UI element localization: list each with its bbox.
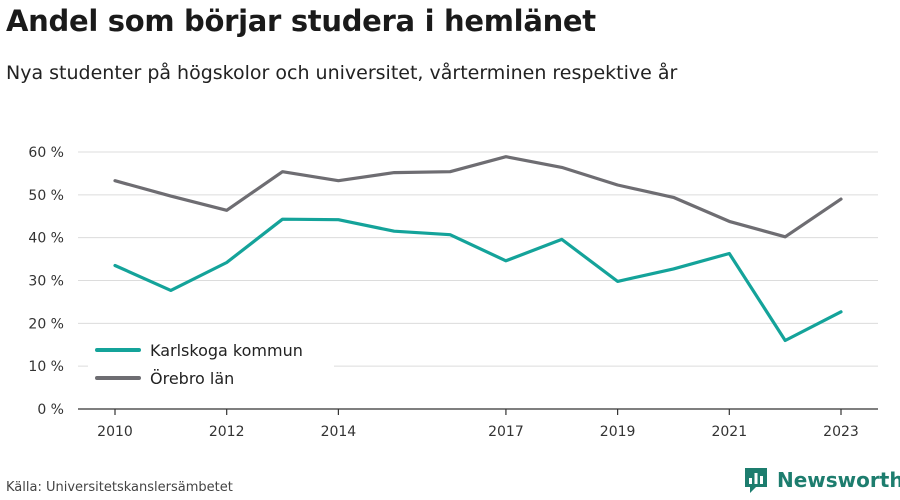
x-tick-label: 2023: [823, 424, 859, 440]
legend: Karlskoga kommun Örebro län: [88, 335, 334, 395]
x-tick-label: 2010: [97, 424, 133, 440]
chart-title: Andel som börjar studera i hemlänet: [6, 4, 596, 38]
y-tick-label: 10 %: [28, 359, 64, 375]
y-tick-label: 0 %: [37, 402, 64, 418]
legend-label: Örebro län: [150, 369, 234, 388]
x-tick-label: 2019: [600, 424, 636, 440]
brand-name: Newsworthy: [777, 468, 900, 492]
y-tick-label: 30 %: [28, 274, 64, 290]
y-axis-tick-labels: 0 % 10 % 20 % 30 % 40 % 50 % 60 %: [28, 145, 64, 418]
series-line-rebro-l-n: [113, 155, 843, 239]
y-tick-label: 60 %: [28, 145, 64, 161]
brand-logo: Newsworthy: [743, 466, 900, 494]
x-axis: 2010 2012 2014 2017 2019 2021 2023: [78, 408, 878, 440]
y-tick-label: 50 %: [28, 188, 64, 204]
x-tick-label: 2021: [711, 424, 747, 440]
x-tick-label: 2014: [321, 424, 357, 440]
series-lines: [113, 155, 843, 343]
legend-label: Karlskoga kommun: [150, 341, 303, 360]
series-line-karlskoga-kommun: [113, 217, 843, 343]
source-note: Källa: Universitetskanslersämbetet: [6, 480, 233, 495]
y-tick-label: 20 %: [28, 316, 64, 332]
legend-background: [88, 335, 334, 395]
chart-subtitle: Nya studenter på högskolor och universit…: [6, 62, 678, 84]
x-tick-label: 2012: [209, 424, 245, 440]
x-tick-label: 2017: [488, 424, 524, 440]
y-tick-label: 40 %: [28, 231, 64, 247]
newsworthy-logo-icon: [745, 468, 767, 493]
gridlines: [78, 151, 878, 367]
